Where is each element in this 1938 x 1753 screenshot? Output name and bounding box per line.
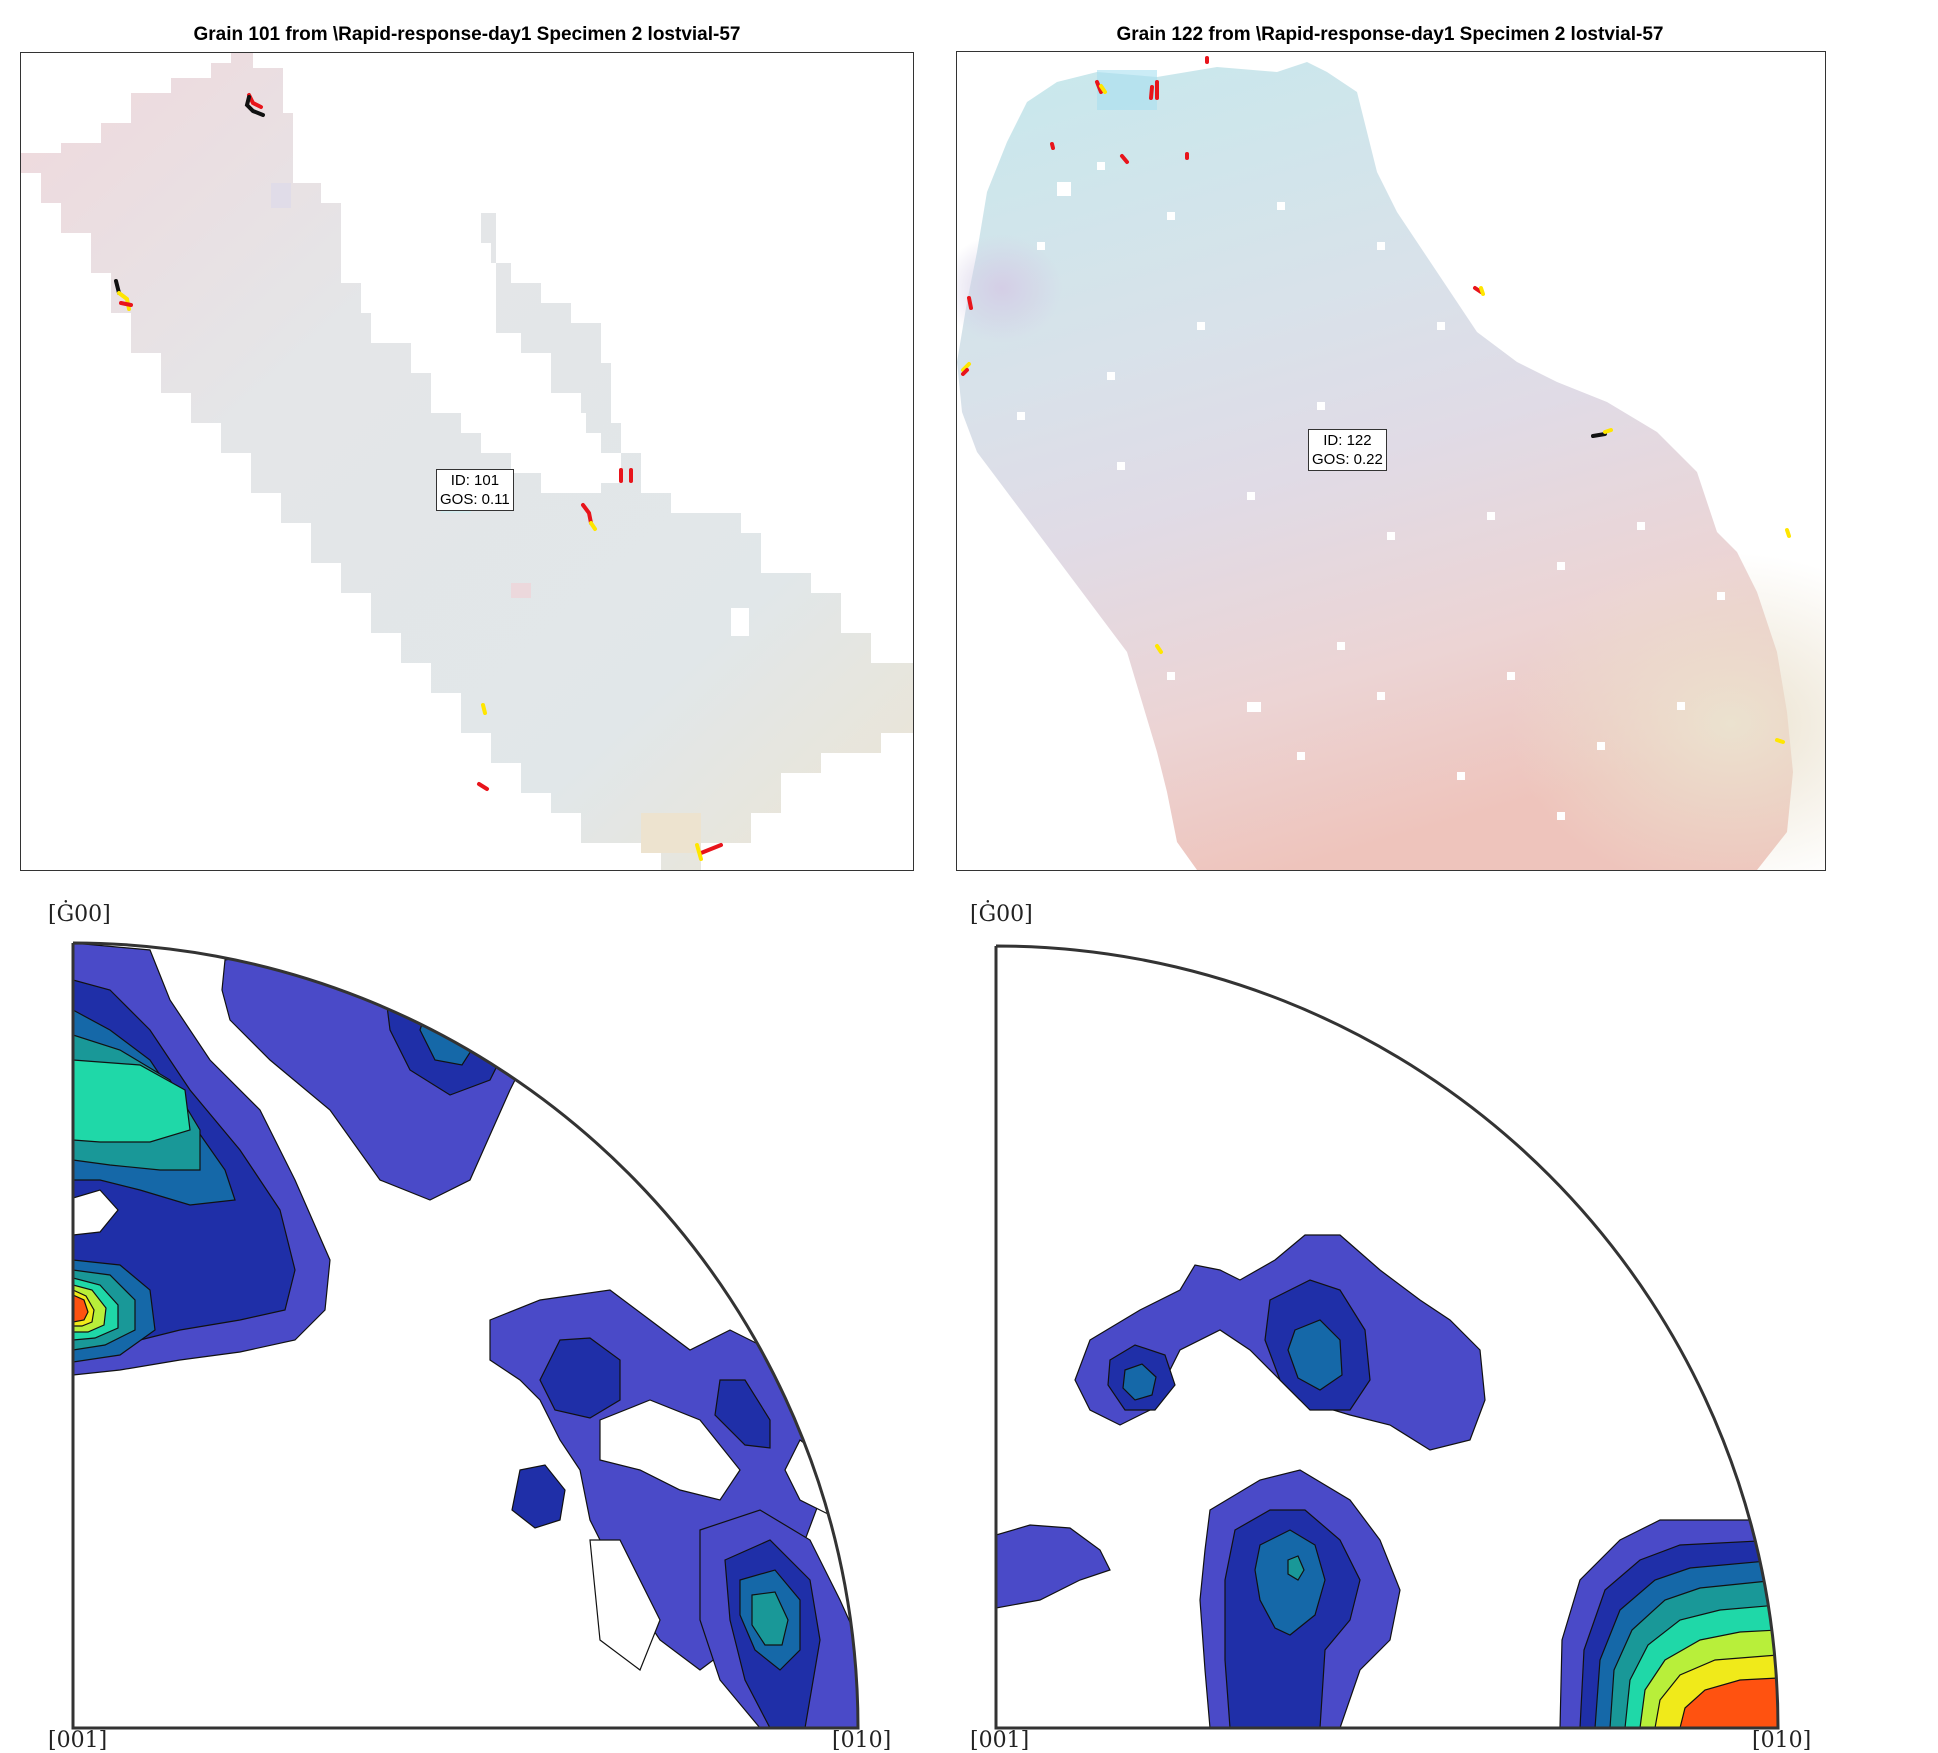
pole-contours [73, 943, 858, 1728]
pole-frame [71, 941, 860, 1730]
grain-101-hole [476, 353, 581, 473]
tint [271, 183, 291, 208]
grain-map-title: Grain 101 from \Rapid-response-day1 Spec… [193, 24, 741, 45]
pole-figure-2-svg [994, 944, 1780, 1730]
grain-map-2: ID: 122 GOS: 0.22 [956, 51, 1826, 871]
pole-label-top: [Ġ00] [970, 902, 1033, 927]
grain-map-1: ID: 101 GOS: 0.11 [20, 52, 914, 871]
grain-gos: GOS: 0.22 [1312, 451, 1383, 468]
grain-101-hole [731, 608, 749, 636]
tint [957, 202, 1257, 472]
grain-gos: GOS: 0.11 [440, 491, 510, 508]
tint [511, 583, 531, 598]
tint [1097, 70, 1157, 110]
grain-map-panel-1: Grain 101 from \Rapid-response-day1 Spec… [0, 0, 920, 880]
grain-id: ID: 101 [450, 472, 500, 489]
grain-map-panel-2: Grain 122 from \Rapid-response-day1 Spec… [940, 0, 1840, 880]
grain-boundaries [114, 93, 723, 861]
pole-label-top: [Ġ00] [48, 902, 111, 927]
grain-101-hole [566, 413, 586, 453]
grain-map-title: Grain 122 from \Rapid-response-day1 Spec… [1116, 24, 1664, 45]
grain-boundaries [961, 56, 1791, 744]
pole-figure-1: [Ġ00] [001] [010] [0, 880, 920, 1753]
tint [1197, 382, 1825, 870]
grain-map-1-svg [21, 53, 913, 870]
grain-map-2-svg [957, 56, 1825, 870]
grain-id-label: ID: 122 GOS: 0.22 [1308, 429, 1387, 471]
pole-frame [994, 944, 1780, 1730]
pole-figure-1-svg [71, 941, 860, 1730]
speckles [1017, 162, 1725, 820]
grain-id: ID: 122 [1323, 432, 1372, 449]
pole-figure-2: [Ġ00] [001] [010] [920, 880, 1860, 1753]
grain-101-region [21, 53, 913, 870]
tint [641, 813, 701, 853]
grain-id-label: ID: 101 GOS: 0.11 [436, 469, 514, 511]
pole-contours [996, 1234, 1778, 1728]
